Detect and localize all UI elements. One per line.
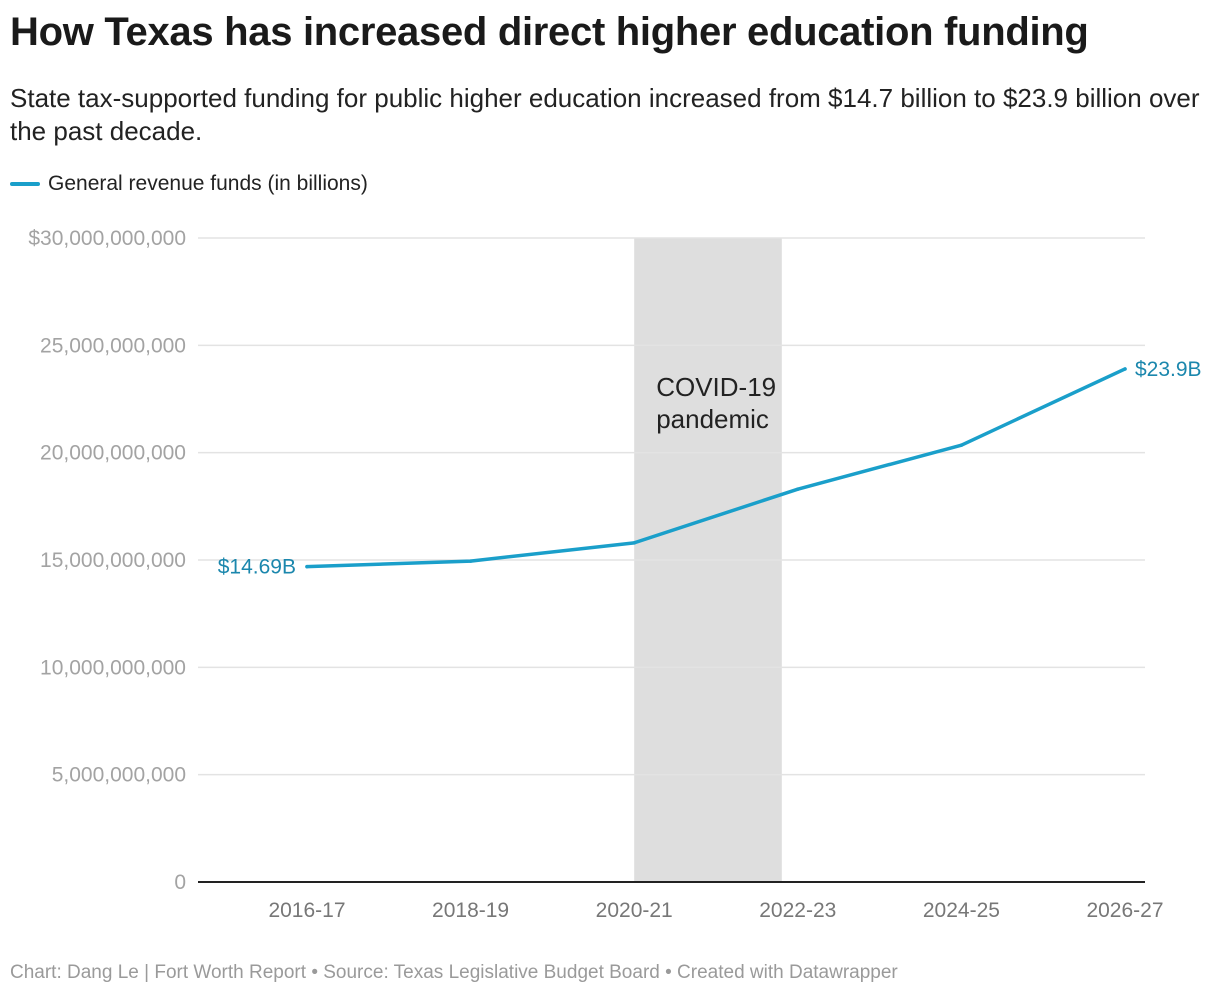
covid-annotation-line: COVID-19 [656,372,776,402]
y-tick-label: 0 [174,871,186,894]
end-value-label: $23.9B [1135,358,1202,381]
x-tick-label: 2026-27 [1086,899,1163,922]
legend-swatch [10,182,40,186]
start-value-label: $14.69B [218,556,296,579]
y-tick-label: 10,000,000,000 [40,656,186,679]
y-tick-label: 15,000,000,000 [40,549,186,572]
legend-label: General revenue funds (in billions) [48,172,368,195]
covid-annotation-line: pandemic [656,404,769,434]
x-tick-label: 2022-23 [759,899,836,922]
chart-footer: Chart: Dang Le | Fort Worth Report • Sou… [10,962,898,983]
chart-subtitle: State tax-supported funding for public h… [10,83,1200,146]
data-point [468,559,473,563]
covid-annotation: COVID-19 pandemic [656,372,776,434]
x-tick-label: 2024-25 [923,899,1000,922]
series-line [305,367,1127,569]
y-tick-label: 20,000,000,000 [40,442,186,465]
y-tick-label: 5,000,000,000 [52,764,186,787]
data-point [959,443,964,447]
line-chart: 0 5,000,000,000 10,000,000,000 15,000,000,0… [28,227,1202,922]
chart-title: How Texas has increased direct higher ed… [10,10,1089,54]
x-tick-label: 2020-21 [596,899,673,922]
chart-legend: General revenue funds (in billions) [10,172,368,196]
y-tick-label: $30,000,000,000 [28,227,186,250]
y-tick-label: 25,000,000,000 [40,334,186,357]
x-tick-label: 2018-19 [432,899,509,922]
x-tick-label: 2016-17 [268,899,345,922]
data-point [632,541,636,545]
data-point [1123,367,1127,371]
data-point [796,487,800,491]
data-point [305,564,309,569]
